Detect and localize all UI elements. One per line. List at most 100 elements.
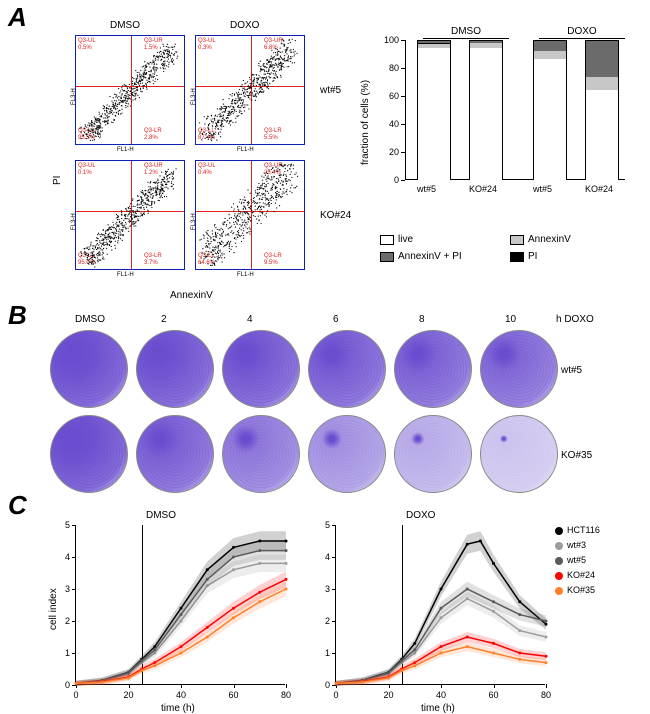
bar-x-label: KO#24	[469, 184, 497, 194]
stacked-bar	[585, 40, 619, 180]
legend-swatch	[510, 235, 524, 245]
bar-segment-annexinv	[534, 51, 566, 59]
bar-group-label: DOXO	[547, 26, 617, 37]
colony-well	[222, 415, 300, 493]
ytick-label: 0	[65, 680, 70, 690]
facs-fl-x: FL1-H	[117, 272, 134, 278]
bar-segment-both	[586, 41, 618, 77]
bar-x-label: KO#24	[585, 184, 613, 194]
legend-swatch	[380, 252, 394, 262]
colony-time-label: 2	[161, 314, 167, 325]
bar-ytick-label: 60	[389, 91, 399, 101]
line-chart-dmso: 012345020406080DMSOcell indextime (h)	[75, 525, 285, 685]
ytick-label: 2	[325, 616, 330, 626]
facs-col-title: DMSO	[110, 20, 140, 31]
series-legend-item: KO#35	[555, 585, 595, 595]
ytick-label: 1	[65, 648, 70, 658]
bar-x-label: wt#5	[417, 184, 436, 194]
colony-time-label: DMSO	[75, 314, 105, 325]
chart-xlabel: time (h)	[421, 703, 455, 714]
colony-well	[222, 330, 300, 408]
facs-y-axis-label: PI	[52, 176, 63, 185]
xtick-label: 80	[281, 690, 291, 700]
ytick-label: 3	[325, 584, 330, 594]
facs-fl-x: FL1-H	[117, 147, 134, 153]
legend-swatch	[510, 252, 524, 262]
colony-well	[480, 330, 558, 408]
xtick-label: 60	[488, 690, 498, 700]
facs-plot: Q3-UL 0.5%Q3-UR 1.5%Q3-LL 95.3%Q3-LR 2.8…	[75, 35, 185, 145]
colony-time-label: 4	[247, 314, 253, 325]
bar-ytick-label: 40	[389, 119, 399, 129]
legend-label: AnnexinV	[528, 234, 571, 245]
xtick-label: 40	[436, 690, 446, 700]
xtick-label: 0	[333, 690, 338, 700]
colony-well	[50, 415, 128, 493]
ytick-label: 2	[65, 616, 70, 626]
colony-time-label: 6	[333, 314, 339, 325]
facs-row-label: KO#24	[320, 210, 351, 221]
ytick-label: 3	[65, 584, 70, 594]
bar-ytick-label: 0	[394, 175, 399, 185]
ytick-label: 0	[325, 680, 330, 690]
ytick-label: 4	[65, 552, 70, 562]
legend-label: PI	[528, 251, 537, 262]
colony-time-unit: h DOXO	[556, 314, 594, 325]
chart-xlabel: time (h)	[161, 703, 195, 714]
xtick-label: 80	[541, 690, 551, 700]
colony-time-label: 8	[419, 314, 425, 325]
series-legend-item: HCT116	[555, 525, 600, 535]
facs-x-axis-label: AnnexinV	[170, 290, 213, 301]
bar-segment-live	[470, 48, 502, 181]
bar-segment-annexinv	[586, 77, 618, 90]
bar-chart: 020406080100wt#5KO#24wt#5KO#24DMSODOXO	[380, 30, 630, 200]
stacked-bar	[417, 40, 451, 180]
series-legend-label: wt#3	[567, 540, 586, 550]
ytick-label: 5	[325, 520, 330, 530]
bar-ytick-label: 20	[389, 147, 399, 157]
bar-group-label: DMSO	[431, 26, 501, 37]
ytick-label: 4	[325, 552, 330, 562]
xtick-label: 40	[176, 690, 186, 700]
legend-label: AnnexinV + PI	[398, 251, 462, 262]
colony-well	[308, 330, 386, 408]
colony-well	[50, 330, 128, 408]
series-legend-label: wt#5	[567, 555, 586, 565]
bar-x-label: wt#5	[533, 184, 552, 194]
chart-ylabel: cell index	[48, 588, 59, 630]
colony-well	[136, 415, 214, 493]
bar-segment-both	[534, 41, 566, 51]
facs-plot: Q3-UL 0.3%Q3-UR 6.8%Q3-LL 87.4%Q3-LR 5.5…	[195, 35, 305, 145]
chart-title: DOXO	[406, 510, 435, 521]
bar-chart-ylabel: fraction of cells (%)	[360, 80, 371, 165]
legend-label: live	[398, 234, 413, 245]
bar-ytick-label: 100	[384, 35, 399, 45]
xtick-label: 20	[383, 690, 393, 700]
facs-fl-x: FL1-H	[237, 147, 254, 153]
colony-well	[394, 330, 472, 408]
panel-c-label: C	[8, 490, 27, 521]
facs-row-label: wt#5	[320, 85, 341, 96]
series-legend-item: KO#24	[555, 570, 595, 580]
xtick-label: 60	[228, 690, 238, 700]
bar-ytick-label: 80	[389, 63, 399, 73]
line-chart-doxo: 012345020406080DOXOtime (h)	[335, 525, 545, 685]
bar-segment-live	[418, 48, 450, 181]
series-legend-label: KO#24	[567, 570, 595, 580]
bar-segment-live	[586, 90, 618, 181]
stacked-bar	[533, 40, 567, 180]
colony-well	[480, 415, 558, 493]
series-legend-label: HCT116	[567, 525, 600, 535]
facs-col-title: DOXO	[230, 20, 259, 31]
panel-a-label: A	[8, 2, 27, 33]
colony-row-label: KO#35	[561, 450, 592, 461]
xtick-label: 0	[73, 690, 78, 700]
series-legend-item: wt#5	[555, 555, 586, 565]
chart-title: DMSO	[146, 510, 176, 521]
facs-plot: Q3-UL 0.4%Q3-UR 25.4%Q3-LL 64.6%Q3-LR 9.…	[195, 160, 305, 270]
ytick-label: 5	[65, 520, 70, 530]
colony-well	[308, 415, 386, 493]
stacked-bar	[469, 40, 503, 180]
legend-swatch	[380, 235, 394, 245]
series-legend-item: wt#3	[555, 540, 586, 550]
